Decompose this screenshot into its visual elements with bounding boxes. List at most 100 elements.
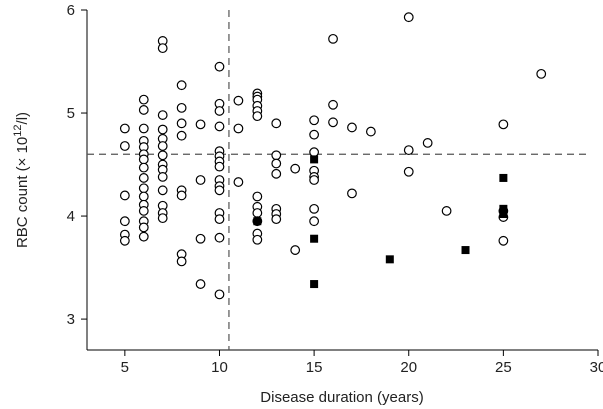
open-circle-point xyxy=(176,190,187,201)
open-circle-point xyxy=(195,233,206,244)
open-circle-point xyxy=(233,177,244,187)
filled-square-point xyxy=(310,234,319,243)
open-circle-point xyxy=(441,206,452,216)
y-tick-label: 3 xyxy=(67,311,75,328)
y-axis-title-exp: 12 xyxy=(12,124,24,136)
open-circle-point xyxy=(138,94,149,105)
open-circle-point xyxy=(119,141,130,151)
open-circle-point xyxy=(214,161,225,172)
open-circle-point xyxy=(252,234,263,245)
open-circle-point xyxy=(157,172,168,182)
open-circle-point xyxy=(309,216,320,227)
open-circle-point xyxy=(138,222,149,233)
filled-square-point xyxy=(385,255,394,264)
open-circle-point xyxy=(252,111,263,122)
open-circle-point xyxy=(271,118,282,129)
open-circle-point xyxy=(309,129,320,140)
open-circle-point xyxy=(422,138,433,148)
filled-square-point xyxy=(499,204,508,213)
open-circle-point xyxy=(138,173,149,183)
x-tick-label: 20 xyxy=(400,359,417,376)
open-circle-point xyxy=(119,235,130,246)
open-circle-point xyxy=(271,214,282,225)
open-circle-point xyxy=(157,43,168,54)
open-circle-point xyxy=(195,175,206,185)
y-axis-title: RBC count (× 1012/l) xyxy=(12,112,31,248)
open-circle-point xyxy=(195,119,206,130)
x-axis-title: Disease duration (years) xyxy=(260,389,423,406)
open-circle-point xyxy=(328,99,338,110)
y-tick-label: 6 xyxy=(67,2,75,19)
open-circle-point xyxy=(328,33,338,44)
open-circle-point xyxy=(252,191,263,202)
open-circle-point xyxy=(138,206,149,216)
open-circle-point xyxy=(403,145,414,156)
filled-square-point xyxy=(499,173,508,182)
open-circle-point xyxy=(157,141,168,151)
open-circle-point xyxy=(138,105,149,115)
open-circle-point xyxy=(309,203,320,214)
open-circle-point xyxy=(403,12,414,23)
open-circle-point xyxy=(157,110,168,120)
open-circle-point xyxy=(119,190,130,201)
open-circle-point xyxy=(271,150,282,161)
filled-square-point xyxy=(310,280,319,289)
open-circle-point xyxy=(214,61,225,72)
ticks: 5 10 15 20 25 30 3 4 5 6 xyxy=(67,2,603,376)
filled-square-point xyxy=(499,210,508,218)
y-axis-title-tail: /l) xyxy=(14,112,31,125)
open-circle-point xyxy=(138,183,149,194)
y-axis-title-main: RBC count (× xyxy=(14,158,31,248)
filled-square-point xyxy=(461,246,470,255)
open-circle-point xyxy=(347,188,357,199)
open-circle-point xyxy=(536,68,547,79)
open-circle-point xyxy=(176,102,187,113)
x-tick-label: 5 xyxy=(121,359,129,376)
open-circle-point xyxy=(138,191,149,202)
open-circle-point xyxy=(138,154,149,165)
open-circle-point xyxy=(290,245,301,255)
open-circle-point xyxy=(328,117,338,128)
axes xyxy=(86,10,598,351)
open-circle-point xyxy=(195,279,206,289)
open-circle-point xyxy=(119,216,130,227)
x-tick-label: 30 xyxy=(590,359,603,376)
open-circle-point xyxy=(157,213,168,224)
open-circle-point xyxy=(309,115,320,126)
y-tick-label: 4 xyxy=(67,208,75,225)
open-circle-point xyxy=(138,123,149,134)
data-points xyxy=(119,12,547,300)
open-circle-point xyxy=(233,123,244,134)
filled-square-point xyxy=(310,155,319,164)
open-circle-point xyxy=(271,158,282,169)
open-circle-point xyxy=(309,147,320,158)
x-tick-label: 25 xyxy=(495,359,512,376)
open-circle-point xyxy=(157,124,168,135)
y-axis-title-base: 10 xyxy=(14,137,31,158)
open-circle-point xyxy=(214,214,225,225)
open-circle-point xyxy=(214,185,225,196)
open-circle-point xyxy=(176,80,187,91)
open-circle-point xyxy=(233,95,244,106)
filled-square-point xyxy=(253,217,262,226)
open-circle-point xyxy=(252,208,263,218)
open-circle-point xyxy=(271,168,282,179)
open-circle-point xyxy=(403,166,414,177)
open-circle-point xyxy=(309,175,320,185)
open-circle-point xyxy=(138,162,149,173)
open-circle-point xyxy=(498,235,509,246)
open-circle-point xyxy=(214,232,225,243)
y-tick-label: 5 xyxy=(67,105,75,122)
x-tick-label: 10 xyxy=(211,359,228,376)
open-circle-point xyxy=(214,121,225,132)
open-circle-point xyxy=(157,185,168,196)
open-circle-point xyxy=(176,118,187,129)
open-circle-point xyxy=(176,256,187,267)
open-circle-point xyxy=(365,126,376,137)
open-circle-point xyxy=(119,123,130,134)
open-circle-point xyxy=(157,150,168,161)
open-circle-point xyxy=(498,119,509,130)
x-tick-label: 15 xyxy=(306,359,323,376)
reference-lines xyxy=(87,10,586,350)
